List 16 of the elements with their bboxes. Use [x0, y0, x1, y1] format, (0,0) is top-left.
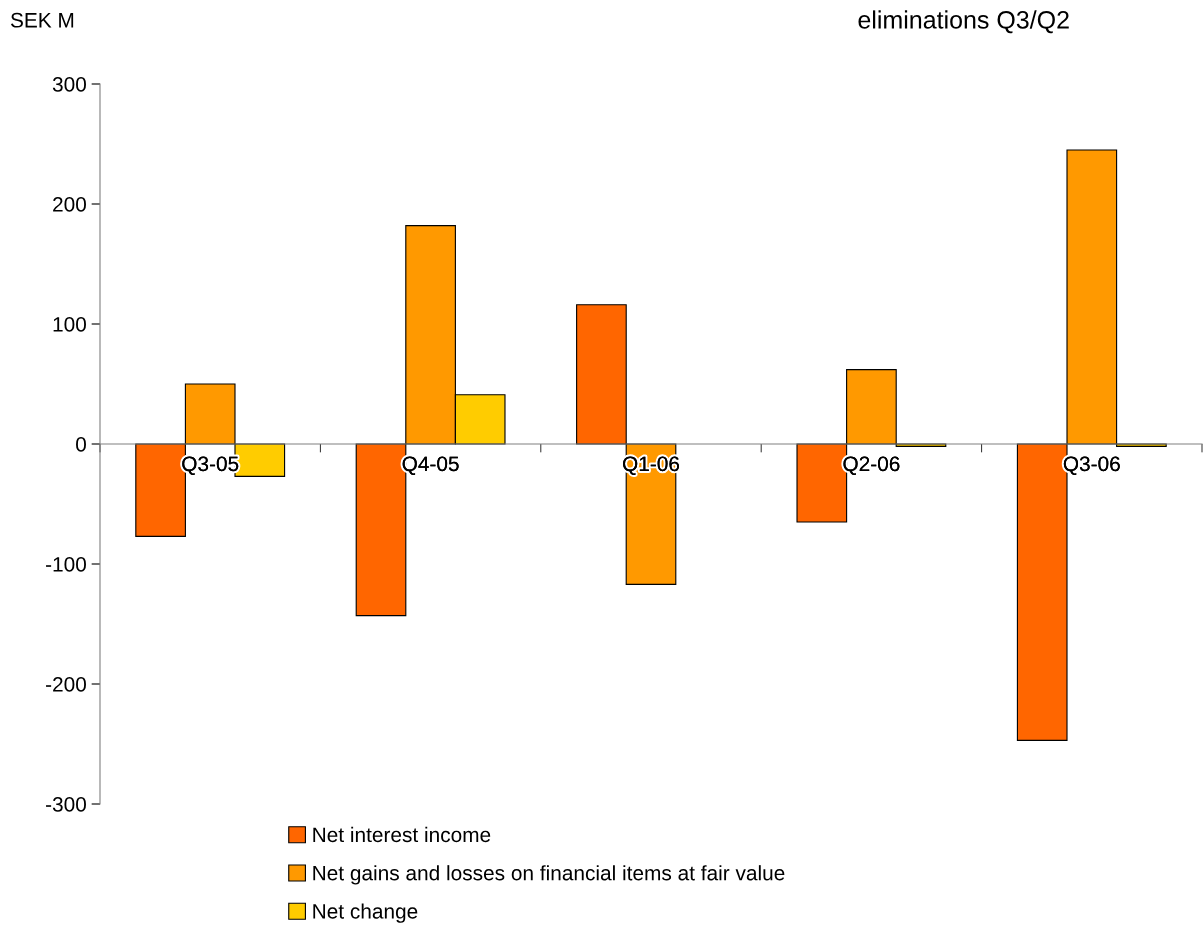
bar	[576, 304, 627, 445]
y-tick-label: -300	[46, 797, 86, 812]
y-tick-label: 300	[52, 77, 86, 92]
y-tick-label: -100	[46, 557, 86, 572]
bar	[1066, 149, 1118, 445]
legend-label: Net gains and losses on financial items at fair value	[313, 865, 785, 885]
bar	[846, 369, 897, 445]
y-tick-label: -200	[46, 677, 86, 692]
chart-title: eliminations Q3/Q2	[858, 10, 1069, 34]
y-tick-label: 200	[53, 197, 86, 212]
legend-label: Net interest income	[313, 826, 491, 843]
y-tick-label: 100	[53, 317, 86, 332]
y-tick-label: 0	[76, 437, 86, 452]
bar	[184, 383, 236, 445]
legend-label: Net change	[313, 903, 418, 923]
y-axis-title: SEK M	[10, 12, 74, 28]
